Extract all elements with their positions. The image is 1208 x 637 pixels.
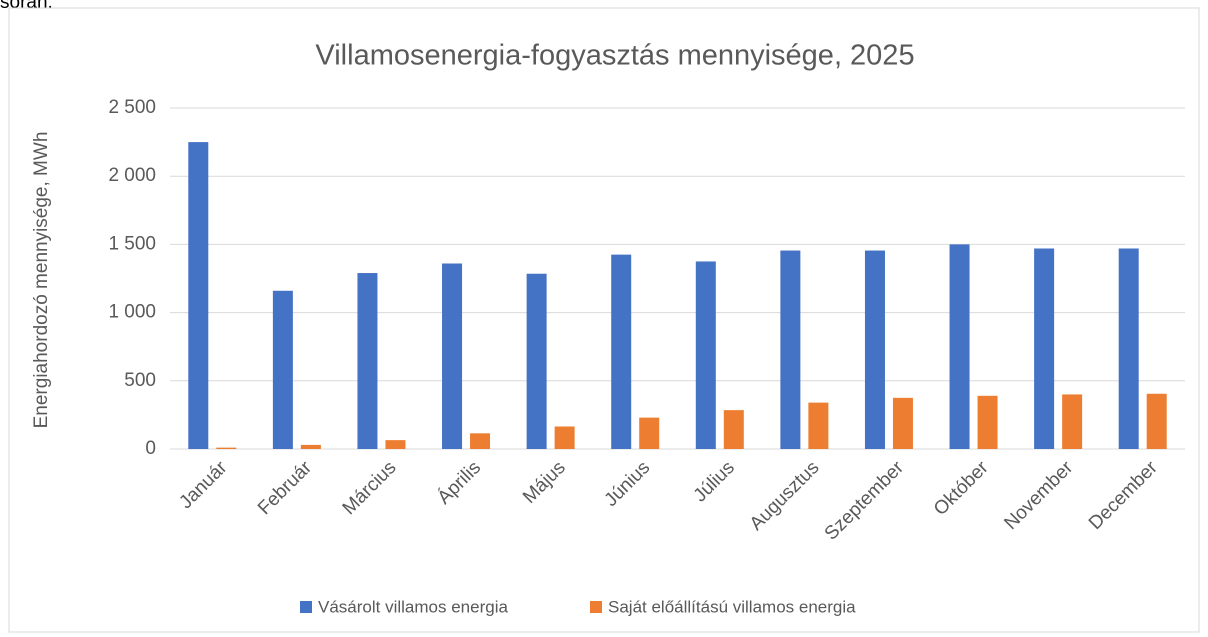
bar [892, 397, 913, 449]
y-tick-label: 1 500 [108, 233, 156, 254]
bar [611, 254, 632, 449]
legend-label: Saját előállítású villamos energia [608, 597, 856, 616]
bar [780, 250, 801, 449]
bar [385, 440, 406, 449]
bar [526, 273, 547, 449]
y-tick-label: 0 [145, 438, 156, 459]
legend-label: Vásárolt villamos energia [318, 597, 508, 616]
bar [639, 417, 660, 449]
bar [723, 410, 744, 449]
legend-swatch [590, 601, 602, 613]
y-tick-label: 500 [124, 370, 156, 391]
bar [470, 433, 491, 449]
y-tick-label: 2 500 [108, 97, 156, 118]
bar [272, 290, 293, 449]
bar [808, 402, 829, 449]
bar [1062, 394, 1083, 449]
y-tick-label: 1 000 [108, 302, 156, 323]
bar [1034, 248, 1055, 449]
bar [357, 273, 378, 449]
chart-frame [8, 7, 1200, 633]
bar [216, 447, 237, 449]
chart-title: Villamosenergia-fogyasztás mennyisége, 2… [315, 40, 914, 72]
bar [300, 444, 321, 449]
y-axis-title: Energiahordozó mennyisége, MWh [31, 132, 52, 429]
bar [977, 395, 998, 449]
bar [1118, 248, 1139, 449]
bar [188, 142, 209, 449]
bar [949, 244, 970, 449]
bar [442, 263, 463, 449]
bar [864, 250, 885, 449]
bar [695, 261, 716, 449]
legend-swatch [300, 601, 312, 613]
bar [554, 426, 575, 449]
y-tick-label: 2 000 [108, 165, 156, 186]
bar [1146, 393, 1167, 449]
